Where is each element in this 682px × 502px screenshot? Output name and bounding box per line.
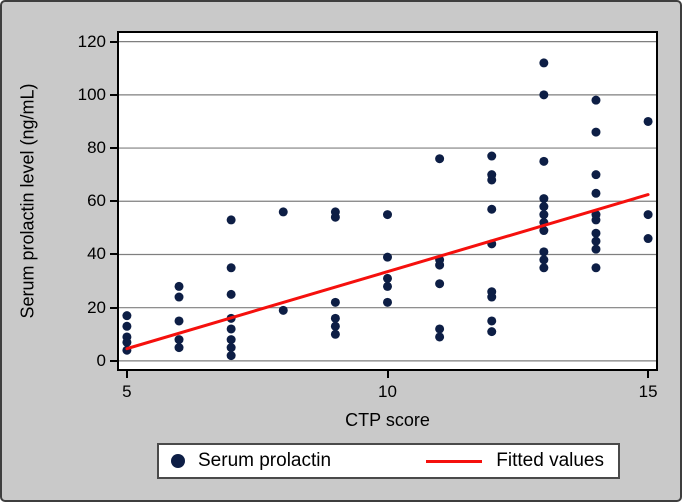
data-point — [226, 289, 236, 299]
data-point — [487, 175, 497, 185]
scatter-dot-marker-icon — [171, 454, 185, 468]
data-point — [330, 313, 340, 323]
data-point — [487, 327, 497, 337]
data-point — [383, 281, 392, 291]
data-point — [122, 311, 132, 321]
y-tick-label: 0 — [96, 350, 106, 370]
data-point — [591, 188, 601, 198]
data-point — [487, 151, 497, 161]
data-point — [591, 228, 601, 238]
fitted-line — [125, 193, 650, 351]
x-tick-mark — [647, 371, 650, 378]
data-point — [539, 263, 549, 273]
data-point — [539, 210, 549, 220]
data-point — [487, 292, 497, 302]
data-point — [591, 244, 601, 254]
data-point — [278, 207, 288, 217]
data-point — [226, 343, 236, 353]
data-point — [539, 247, 549, 257]
data-point — [643, 210, 653, 220]
data-point — [174, 335, 184, 345]
data-point — [435, 279, 445, 289]
data-point — [226, 324, 236, 334]
data-point — [226, 215, 236, 225]
y-tick-mark — [110, 253, 117, 256]
x-tick-label: 10 — [378, 382, 397, 401]
y-tick-label: 120 — [77, 31, 106, 51]
y-tick-mark — [110, 359, 117, 362]
data-point — [122, 321, 132, 331]
x-tick-mark — [125, 371, 128, 378]
x-tick-label: 5 — [122, 382, 132, 401]
data-point — [435, 324, 445, 334]
data-point — [330, 321, 340, 331]
data-point — [539, 90, 549, 100]
data-point — [591, 263, 601, 273]
y-tick-mark — [110, 200, 117, 203]
y-tick-mark — [110, 147, 117, 150]
x-axis-title: CTP score — [345, 410, 430, 430]
data-point — [278, 305, 288, 315]
data-point — [226, 335, 236, 345]
data-point — [383, 297, 392, 307]
y-tick-mark — [110, 306, 117, 309]
data-point — [591, 170, 601, 180]
y-tick-label: 40 — [87, 244, 106, 264]
y-tick-mark — [110, 93, 117, 96]
data-point — [591, 95, 601, 105]
legend-item-serum-prolactin: Serum prolactin — [171, 450, 331, 472]
legend: Serum prolactin Fitted values — [157, 443, 620, 479]
data-point — [174, 292, 184, 302]
data-point — [539, 156, 549, 166]
data-point — [226, 351, 236, 361]
data-point — [643, 234, 653, 244]
data-point — [383, 273, 392, 283]
y-tick-label: 60 — [87, 191, 106, 211]
y-tick-label: 100 — [77, 84, 106, 104]
data-point — [591, 215, 601, 225]
legend-item-fitted-values: Fitted values — [426, 450, 604, 472]
fitted-line-marker-icon — [426, 459, 483, 463]
data-point — [174, 281, 184, 291]
data-point — [487, 204, 497, 214]
y-tick-label: 80 — [87, 138, 106, 158]
legend-label-serum-prolactin: Serum prolactin — [198, 450, 332, 471]
data-point — [383, 252, 392, 262]
data-point — [330, 297, 340, 307]
data-point — [539, 194, 549, 204]
data-point — [591, 236, 601, 246]
data-point — [435, 260, 445, 270]
data-point — [174, 343, 184, 353]
data-point — [591, 127, 601, 137]
data-point — [226, 263, 236, 273]
data-point — [643, 116, 653, 126]
y-tick-label: 20 — [87, 297, 106, 317]
data-point — [383, 210, 392, 220]
y-tick-mark — [110, 40, 117, 43]
legend-label-fitted-values: Fitted values — [496, 450, 604, 471]
scatter-canvas — [117, 31, 658, 371]
data-point — [435, 332, 445, 342]
data-point — [539, 255, 549, 265]
x-tick-label: 15 — [638, 382, 658, 401]
data-point — [330, 329, 340, 339]
data-point — [539, 226, 549, 236]
data-point — [330, 212, 340, 222]
data-point — [174, 316, 184, 326]
data-point — [122, 337, 132, 347]
data-point — [435, 154, 445, 164]
plot-border — [117, 31, 658, 371]
data-point — [539, 58, 549, 68]
y-axis-title: Serum prolactin level (ng/mL) — [17, 83, 38, 319]
data-point — [539, 202, 549, 212]
x-tick-mark — [386, 371, 389, 378]
data-point — [487, 316, 497, 326]
plot-area — [117, 31, 658, 371]
